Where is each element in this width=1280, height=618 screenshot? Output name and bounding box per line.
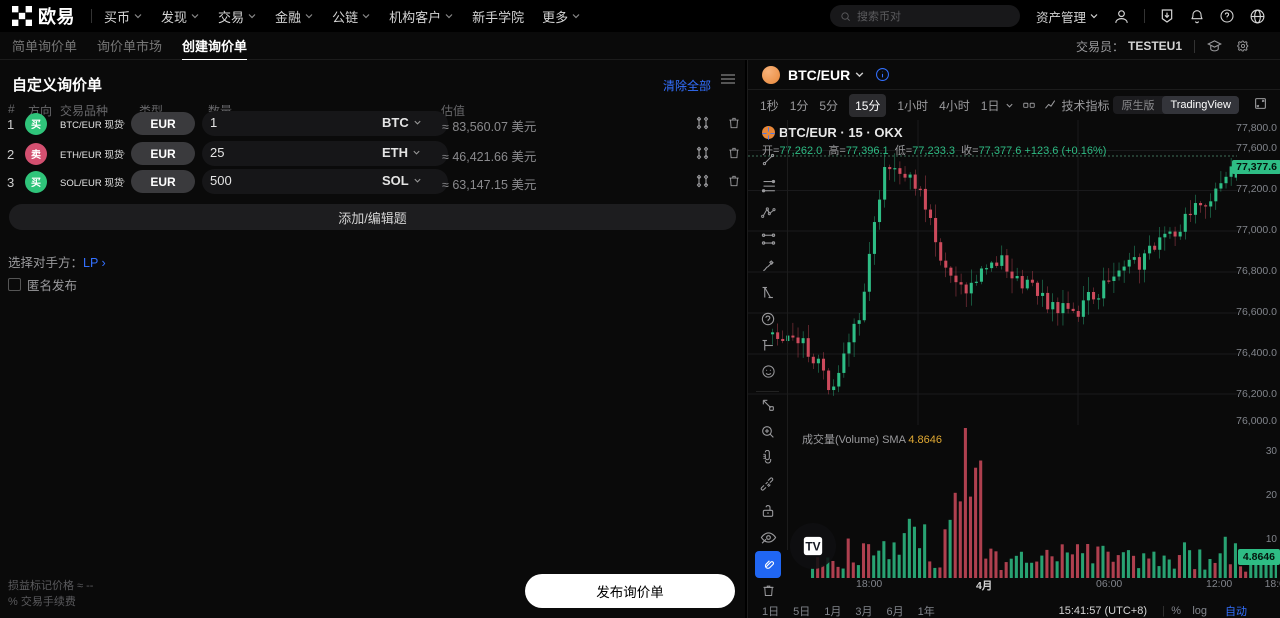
svg-text:TV: TV <box>805 540 820 554</box>
